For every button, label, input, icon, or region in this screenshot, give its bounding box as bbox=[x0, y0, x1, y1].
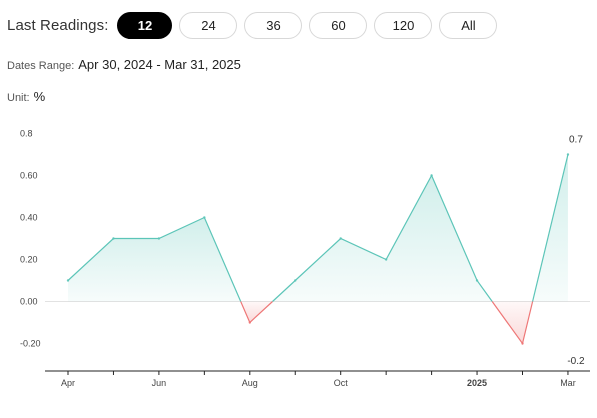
negative-area bbox=[240, 301, 273, 323]
readings-option-12[interactable]: 12 bbox=[117, 12, 173, 39]
data-point bbox=[294, 279, 297, 282]
unit-value: % bbox=[33, 89, 46, 104]
unit-row: Unit:% bbox=[7, 89, 45, 104]
readings-option-36[interactable]: 36 bbox=[244, 12, 303, 39]
x-tick-label: Oct bbox=[334, 378, 349, 388]
x-tick-label: 2025 bbox=[467, 378, 487, 388]
y-tick-label: 0.00 bbox=[20, 297, 38, 307]
x-tick-label: Apr bbox=[61, 378, 75, 388]
last-readings-bar: Last Readings: 12 24 36 60 120 All bbox=[7, 12, 504, 39]
data-point bbox=[521, 342, 524, 345]
dates-range-label: Dates Range: bbox=[7, 60, 75, 72]
data-point bbox=[203, 216, 206, 219]
y-tick-label: 0.20 bbox=[20, 255, 38, 265]
data-point bbox=[157, 237, 161, 240]
readings-option-120[interactable]: 120 bbox=[374, 12, 433, 39]
data-point bbox=[566, 153, 570, 156]
last-readings-label: Last Readings: bbox=[7, 17, 109, 34]
unit-label: Unit: bbox=[7, 92, 30, 104]
positive-area bbox=[68, 217, 241, 302]
x-tick-label: Mar bbox=[560, 378, 576, 388]
data-point bbox=[430, 174, 433, 177]
positive-area bbox=[272, 175, 493, 302]
readings-option-60[interactable]: 60 bbox=[309, 12, 368, 39]
readings-option-all[interactable]: All bbox=[439, 12, 498, 39]
data-point bbox=[475, 279, 479, 282]
negative-area bbox=[492, 301, 533, 344]
data-point bbox=[248, 321, 251, 324]
data-point bbox=[384, 258, 388, 261]
data-point bbox=[339, 237, 342, 240]
end-value-label: 0.7 bbox=[569, 135, 583, 146]
data-point bbox=[66, 279, 70, 282]
x-tick-label: Aug bbox=[242, 378, 258, 388]
dates-range: Dates Range: Apr 30, 2024 - Mar 31, 2025 bbox=[7, 57, 241, 72]
dates-range-value: Apr 30, 2024 - Mar 31, 2025 bbox=[78, 57, 241, 72]
x-tick-label: Jun bbox=[152, 378, 167, 388]
y-tick-label: 0.8 bbox=[20, 129, 33, 139]
y-tick-label: -0.20 bbox=[20, 339, 41, 349]
end-value-label: -0.2 bbox=[567, 356, 585, 367]
data-point bbox=[112, 237, 115, 240]
y-tick-label: 0.40 bbox=[20, 213, 38, 223]
y-tick-label: 0.60 bbox=[20, 171, 38, 181]
readings-option-24[interactable]: 24 bbox=[179, 12, 238, 39]
series-line-positive bbox=[532, 154, 569, 302]
